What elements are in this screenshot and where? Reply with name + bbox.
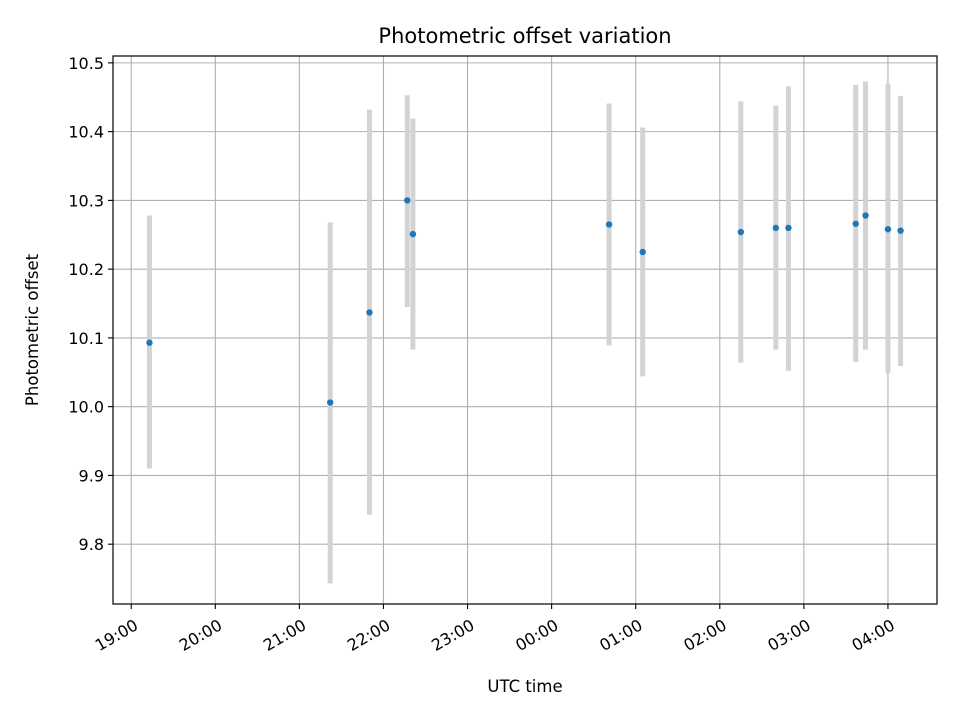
data-point [852,220,859,227]
y-tick-label: 9.9 [79,466,104,485]
plot-area-frame [112,55,938,605]
y-axis-label: Photometric offset [23,253,42,406]
data-point [897,227,904,234]
x-axis-label: UTC time [487,677,562,696]
data-point [146,339,153,346]
data-point [366,309,373,316]
data-point [772,224,780,232]
chart-title: Photometric offset variation [378,24,671,48]
y-tick-label: 10.0 [68,398,104,417]
data-point [737,228,745,236]
data-points [146,197,904,406]
data-point [404,197,411,204]
data-point [327,399,334,406]
data-point [639,248,646,256]
y-tick-label: 9.8 [79,535,104,554]
y-tick-label: 10.5 [68,54,104,73]
y-tick-label: 10.1 [68,329,104,348]
data-point [862,212,869,219]
grid [113,56,937,604]
y-tick-label: 10.2 [68,260,104,279]
data-point [884,226,892,233]
y-tick-label: 10.3 [68,191,104,210]
data-point [409,230,417,238]
data-point [785,224,792,232]
data-point [605,221,613,228]
y-tick-label: 10.4 [68,123,104,142]
